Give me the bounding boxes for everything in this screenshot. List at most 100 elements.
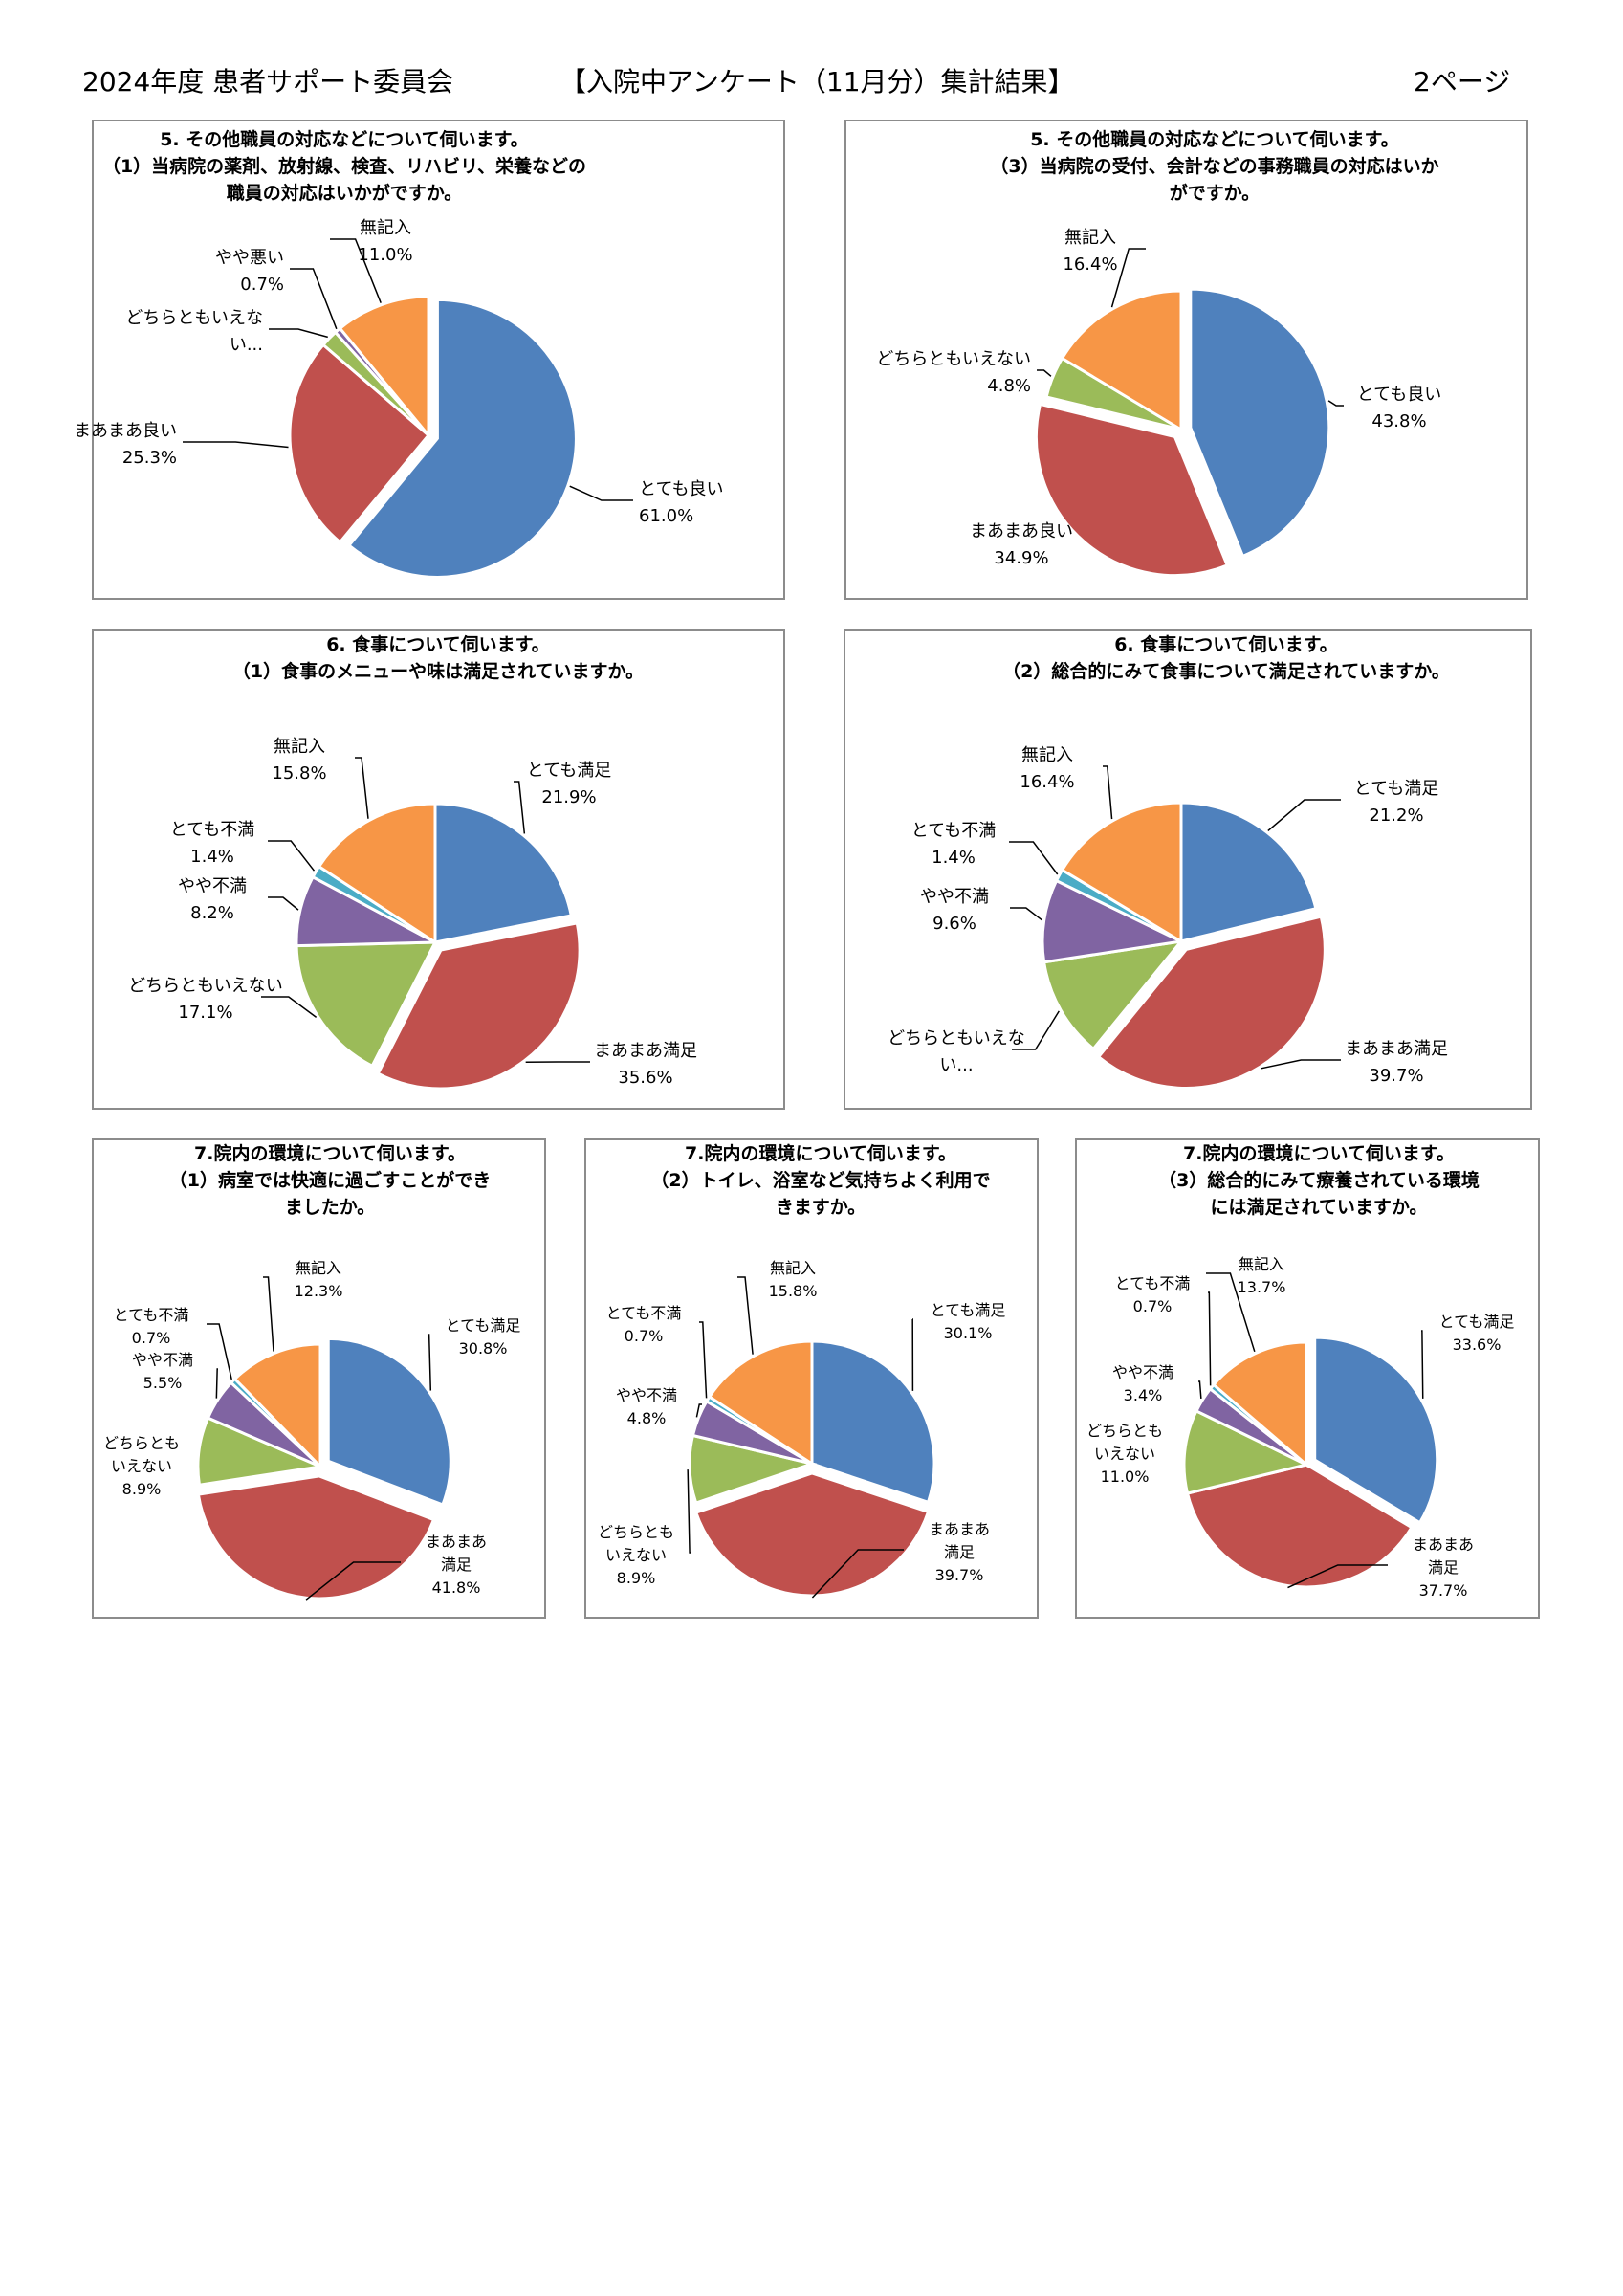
slice-まあまあ良い (1035, 402, 1230, 578)
slice-label: やや悪い (215, 248, 284, 268)
slice-label: 満足 (944, 1543, 975, 1561)
leader-line (695, 1403, 702, 1418)
slice-label: いえない (605, 1546, 667, 1564)
slice-label: 12.3% (295, 1282, 343, 1300)
leader-line (1327, 400, 1344, 407)
chart-title-line: 7.院内の環境について伺います。 (1183, 1142, 1455, 1164)
slice-label: 9.6% (932, 914, 976, 934)
pie-chart-7: 7.院内の環境について伺います。 （3）総合的にみて療養されている環境には満足され… (1086, 1142, 1514, 1600)
page-number: 2ページ (1414, 66, 1511, 98)
chart-title-line: 5. その他職員の対応などについて伺います。 (160, 128, 529, 150)
slice-label: 8.9% (122, 1480, 162, 1498)
slice-label: 0.7% (625, 1327, 664, 1345)
slice-label: 1.4% (190, 847, 234, 867)
chart-title-line: がですか。 (1170, 182, 1261, 204)
slice-label: とても不満 (170, 820, 255, 840)
slice-label: とても不満 (911, 821, 997, 841)
leader-line (1421, 1330, 1424, 1399)
slice-label: まあまあ (1413, 1535, 1474, 1554)
slice-label: 37.7% (1419, 1581, 1468, 1600)
chart-title-line: ましたか。 (285, 1197, 376, 1218)
slice-label: 41.8% (432, 1578, 481, 1597)
report-header-left: 2024年度 患者サポート委員会 (82, 66, 454, 98)
slice-無記入 (232, 1342, 322, 1470)
slice-label: やや不満 (616, 1386, 677, 1404)
slice-label: まあまあ良い (74, 421, 177, 441)
slice-label: 15.8% (272, 763, 326, 784)
leader-line (1267, 799, 1341, 831)
slice-label: 0.7% (240, 275, 284, 295)
slice-label: とても不満 (114, 1306, 189, 1324)
leader-line (811, 1549, 904, 1599)
slice-label: とても良い (639, 479, 724, 499)
leader-line (514, 781, 526, 834)
slice-label: 17.1% (178, 1003, 232, 1023)
leader-line (687, 1469, 691, 1554)
chart-title-line: （1）食事のメニューや味は満足されていますか。 (232, 660, 644, 682)
leader-line (428, 1334, 432, 1391)
pie-chart-6: 7.院内の環境について伺います。 （2）トイレ、浴室など気持ちよく利用できますか。… (598, 1142, 1006, 1599)
slice-やや不満 (1041, 878, 1186, 964)
slice-まあまあ満足 (693, 1471, 931, 1598)
leader-line (569, 485, 633, 501)
leader-line (1261, 1059, 1341, 1070)
leader-line (1037, 369, 1052, 377)
slice-label: 21.9% (541, 787, 596, 807)
slice-まあまあ良い (288, 342, 431, 544)
slice-label: まあまあ満足 (1345, 1039, 1448, 1059)
slice-label: 無記入 (360, 218, 411, 238)
slice-label: どちらとも (598, 1523, 674, 1541)
leader-line (355, 757, 369, 819)
leader-line (268, 896, 299, 911)
leader-line (1206, 1272, 1256, 1353)
slice-label: とても満足 (931, 1301, 1006, 1319)
leader-line (290, 268, 338, 330)
slice-label: とても良い (1357, 385, 1442, 405)
slice-label: 21.2% (1369, 806, 1423, 826)
leader-line (1198, 1380, 1202, 1399)
slice-label: とても満足 (1354, 779, 1439, 799)
slice-どちらともいえない (1042, 938, 1185, 1051)
slice-label: いえない (111, 1457, 172, 1475)
slice-label: 30.1% (944, 1324, 993, 1342)
slice-label: まあまあ (426, 1533, 487, 1551)
slice-まあまあ満足 (196, 1474, 436, 1601)
slice-label: 5.5% (143, 1374, 183, 1392)
slice-とても満足 (433, 802, 574, 944)
chart-title-line: 7.院内の環境について伺います。 (685, 1142, 956, 1164)
slice-label: とても不満 (1115, 1274, 1191, 1292)
slice-label: どちらともいえな (888, 1028, 1025, 1049)
chart-title-line: きますか。 (776, 1197, 866, 1218)
slice-とても良い (346, 298, 578, 579)
leader-line (269, 328, 328, 339)
leader-line (263, 1276, 274, 1352)
chart-title-line: には満足されていますか。 (1210, 1197, 1427, 1218)
leader-line (699, 1321, 708, 1399)
slice-label: 満足 (1428, 1558, 1459, 1577)
slice-無記入 (338, 295, 430, 440)
slice-label: どちらとも (103, 1434, 180, 1452)
leader-line (1208, 1292, 1212, 1386)
leader-line (330, 238, 382, 303)
slice-label: 33.6% (1453, 1336, 1502, 1354)
leader-line (737, 1276, 754, 1355)
pie-chart-1: 5. その他職員の対応などについて伺います。 （1）当病院の薬剤、放射線、検査、リ… (74, 128, 724, 579)
slice-label: やや不満 (920, 887, 989, 907)
slice-label: やや不満 (178, 876, 247, 896)
slice-label: とても満足 (527, 761, 612, 781)
slice-label: いえない (1094, 1445, 1155, 1463)
leader-line (1103, 765, 1113, 820)
leader-line (268, 840, 316, 872)
chart-title-line: （3）総合的にみて療養されている環境 (1158, 1169, 1480, 1191)
leader-line (305, 1561, 401, 1601)
leader-line (1287, 1564, 1388, 1589)
leader-line (215, 1368, 218, 1399)
slice-無記入 (317, 802, 437, 945)
slice-とても満足 (326, 1336, 452, 1507)
leader-line (1009, 841, 1059, 875)
slice-label: 11.0% (358, 245, 412, 265)
leader-line (207, 1323, 232, 1380)
slice-まあまあ満足 (376, 921, 581, 1091)
slice-まあまあ満足 (1185, 1463, 1414, 1589)
